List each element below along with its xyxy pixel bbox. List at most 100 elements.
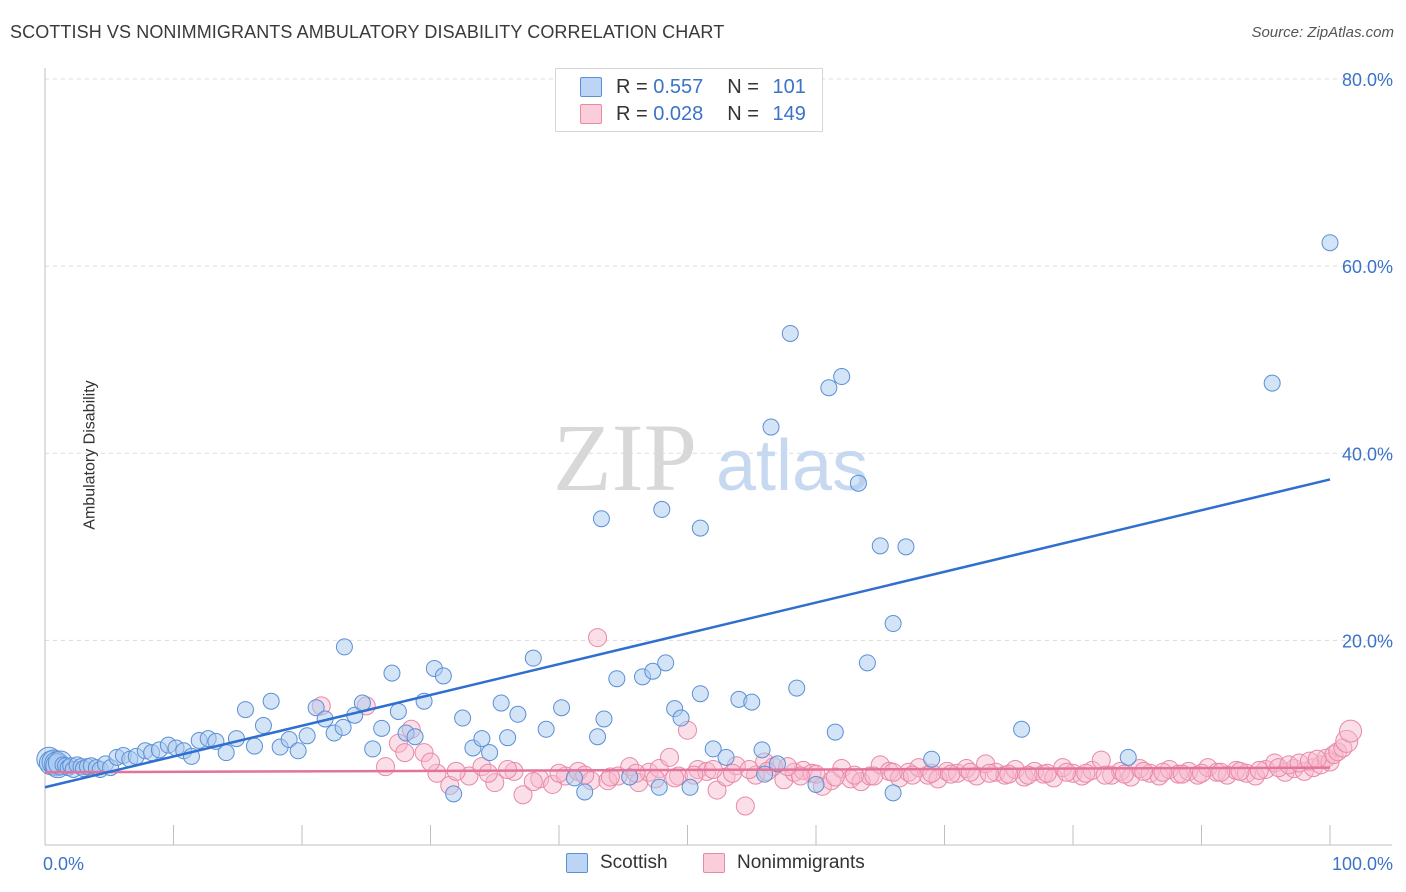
nonimmigrants-point [414,743,434,763]
nonimmigrants-point [1230,761,1250,781]
scottish-point [406,728,424,746]
scottish-point [833,368,851,386]
scottish-point [227,730,245,748]
legend-label-scottish: Scottish [600,852,668,873]
nonimmigrants-point [598,771,618,791]
scottish-point [434,667,452,685]
chart-source: Source: ZipAtlas.com [1251,24,1394,41]
legend-r-label: R = [616,75,648,98]
legend-n-value: 149 [772,102,806,125]
nonimmigrants-trend-line [44,766,1331,774]
scottish-point [897,538,915,556]
scottish-point [743,693,761,711]
legend-r-value: 0.028 [653,102,704,125]
scottish-point [245,737,263,755]
y-tick-label: 40.0% [1342,444,1393,464]
nonimmigrants-point [825,767,845,787]
scottish-point [589,728,607,746]
scottish-point [524,649,542,667]
legend-item-nonimmigrants: Nonimmigrants [703,852,865,874]
legend-swatch-scottish [580,77,602,97]
scottish-point [383,664,401,682]
y-axis-label: Ambulatory Disability [81,380,99,530]
y-tick-label: 80.0% [1342,70,1393,90]
nonimmigrants-point [1037,763,1057,783]
scottish-point [1119,748,1137,766]
x-tick-label: 100.0% [1332,854,1393,874]
scottish-point [608,670,626,688]
scottish-point [1013,720,1031,738]
legend-r-value: 0.557 [653,75,704,98]
legend-row-nonimmigrants: R = 0.028 N = 149 [580,102,806,126]
legend-n-value: 101 [772,75,806,98]
scottish-point [788,679,806,697]
legend-swatch-nonimmigrants [580,104,602,124]
legend-n-label: N = [727,102,759,125]
nonimmigrants-point [1211,762,1231,782]
nonimmigrants-point [1328,742,1348,762]
scottish-point [691,685,709,703]
scottish-point [884,615,902,633]
scottish-point [768,755,786,773]
nonimmigrants-point [478,763,498,783]
scottish-point [650,778,668,796]
nonimmigrants-point [395,743,415,763]
nonimmigrants-point [707,780,727,800]
nonimmigrants-point [1076,763,1096,783]
scottish-point [753,741,771,759]
tick-labels: 20.0% 40.0% 60.0% 80.0% 0.0% 100.0% [43,70,1393,874]
watermark-zip: ZIP [553,404,697,511]
scottish-point [592,510,610,528]
scottish-point [473,730,491,748]
scottish-point [820,379,838,397]
scottish-point [499,729,517,747]
nonimmigrants-point [427,763,447,783]
stats-legend: R = 0.557 N = 101 R = 0.028 N = 149 [555,68,823,132]
scottish-point [389,702,407,720]
nonimmigrants-point [960,762,980,782]
nonimmigrants-point [660,747,680,767]
y-tick-label: 60.0% [1342,257,1393,277]
nonimmigrants-point [549,763,569,783]
series-legend: Scottish Nonimmigrants [0,850,1406,880]
nonimmigrants-point [376,757,396,777]
scottish-point [595,710,613,728]
scottish-point [691,519,709,537]
scottish-point [553,699,571,717]
scottish-point [335,638,353,656]
scottish-point [826,723,844,741]
scottish-point [644,662,662,680]
scottish-point [364,740,382,758]
nonimmigrants-point [697,761,717,781]
gridlines [45,78,1392,641]
legend-label-nonimmigrants: Nonimmigrants [737,852,865,873]
scottish-point [289,742,307,760]
chart-title: SCOTTISH VS NONIMMIGRANTS AMBULATORY DIS… [10,22,725,42]
legend-item-scottish: Scottish [566,852,668,874]
nonimmigrants-point [600,767,620,787]
legend-swatch-nonimmigrants [703,853,725,873]
scottish-point [762,418,780,436]
legend-swatch-scottish [566,853,588,873]
scottish-point [672,709,690,727]
scottish-point [781,324,799,342]
nonimmigrants-point [1095,765,1115,785]
nonimmigrants-point [1299,751,1319,771]
nonimmigrants-point [722,763,742,783]
scottish-point [454,709,472,727]
nonimmigrants-point [485,773,505,793]
scottish-point [681,778,699,796]
scottish-point [858,654,876,672]
scottish-point [373,719,391,737]
scottish-point [653,500,671,518]
nonimmigrants-point [1172,764,1192,784]
scottish-point [923,750,941,768]
scottish-point [657,654,675,672]
nonimmigrants-point [1134,761,1154,781]
scottish-point [280,731,298,749]
scottish-trend-line [44,478,1331,789]
nonimmigrants-point [883,762,903,782]
trend-lines [44,478,1331,789]
nonimmigrants-point [1307,749,1327,769]
